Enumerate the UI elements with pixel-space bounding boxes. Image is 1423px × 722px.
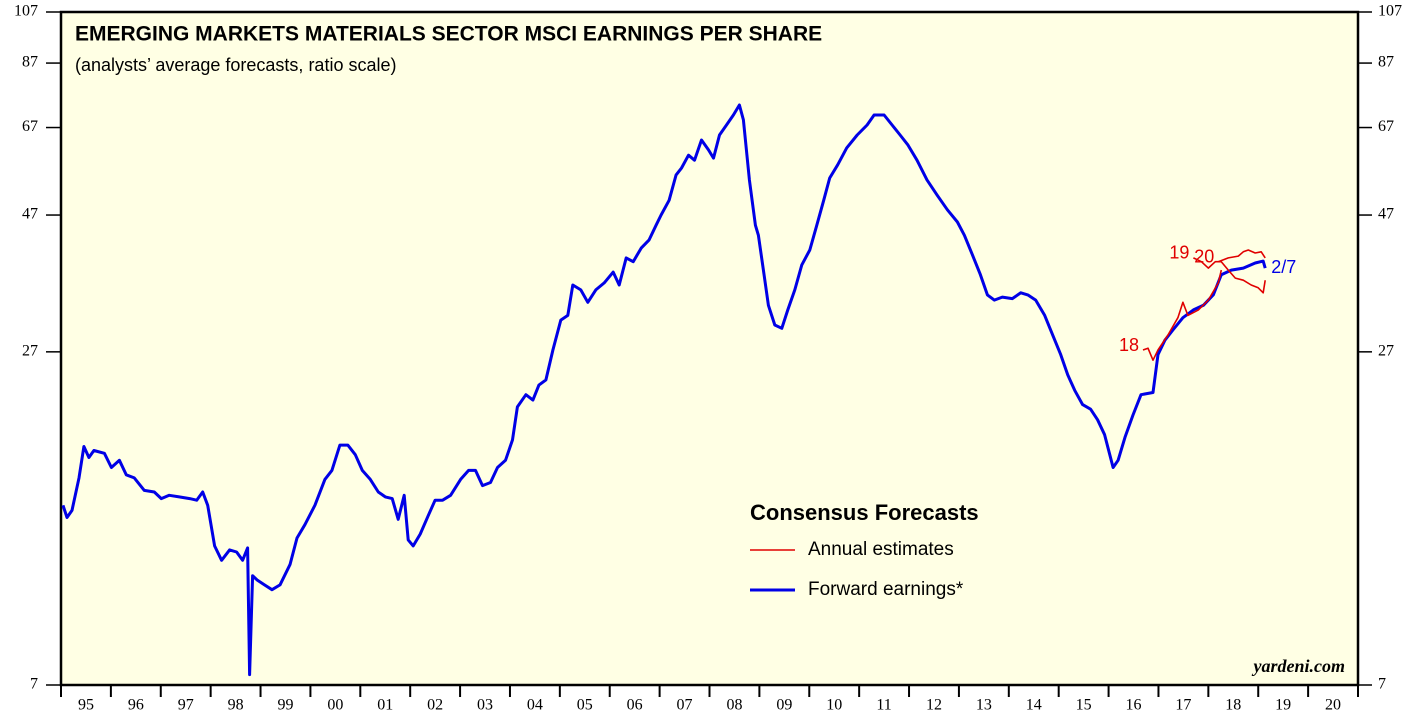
line-label: 20 (1194, 246, 1214, 266)
y-tick-label: 107 (14, 3, 38, 20)
estimate-line (1142, 269, 1223, 361)
line-label: 18 (1119, 335, 1139, 355)
y2-tick-label: 67 (1378, 118, 1394, 135)
x-tick-label: 20 (1325, 697, 1341, 714)
x-tick-label: 11 (876, 697, 891, 714)
watermark: yardeni.com (1252, 656, 1346, 676)
x-tick-label: 02 (427, 697, 443, 714)
legend-label: Annual estimates (808, 539, 954, 560)
x-tick-label: 08 (726, 697, 742, 714)
x-tick-label: 19 (1275, 697, 1291, 714)
x-tick-label: 97 (178, 697, 194, 714)
x-tick-label: 06 (627, 697, 643, 714)
line-label: 2/7 (1271, 257, 1296, 277)
y2-tick-label: 27 (1378, 343, 1394, 360)
x-tick-label: 04 (527, 697, 543, 714)
x-tick-label: 03 (477, 697, 493, 714)
y2-tick-label: 107 (1378, 3, 1402, 20)
x-tick-label: 00 (327, 697, 343, 714)
y-tick-label: 47 (22, 206, 38, 223)
y-tick-label: 27 (22, 343, 38, 360)
y2-tick-label: 87 (1378, 54, 1394, 71)
x-tick-label: 16 (1126, 697, 1142, 714)
chart-subtitle: (analysts’ average forecasts, ratio scal… (75, 55, 396, 75)
x-tick-label: 96 (128, 697, 144, 714)
x-tick-label: 10 (826, 697, 842, 714)
y-tick-label: 7 (30, 676, 38, 693)
x-tick-label: 01 (377, 697, 393, 714)
legend-label: Forward earnings* (808, 579, 964, 600)
x-tick-label: 12 (926, 697, 942, 714)
x-tick-label: 14 (1026, 697, 1042, 714)
x-tick-label: 18 (1225, 697, 1241, 714)
x-tick-label: 99 (277, 697, 293, 714)
plot-area (59, 10, 1360, 687)
y2-tick-label: 47 (1378, 206, 1394, 223)
legend-title: Consensus Forecasts (750, 500, 979, 525)
estimate-line (1218, 249, 1266, 263)
y2-tick-label: 7 (1378, 676, 1386, 693)
x-tick-label: 09 (776, 697, 792, 714)
x-tick-label: 07 (677, 697, 693, 714)
y-tick-label: 87 (22, 54, 38, 71)
x-tick-label: 17 (1175, 697, 1191, 714)
x-tick-label: 98 (228, 697, 244, 714)
x-tick-label: 15 (1076, 697, 1092, 714)
x-tick-label: 05 (577, 697, 593, 714)
estimate-line (1193, 257, 1266, 294)
line-label: 19 (1169, 243, 1189, 263)
chart-title: EMERGING MARKETS MATERIALS SECTOR MSCI E… (75, 23, 822, 46)
forward-earnings-line (61, 103, 1267, 677)
y-tick-label: 67 (22, 118, 38, 135)
x-tick-label: 95 (78, 697, 94, 714)
x-tick-label: 13 (976, 697, 992, 714)
